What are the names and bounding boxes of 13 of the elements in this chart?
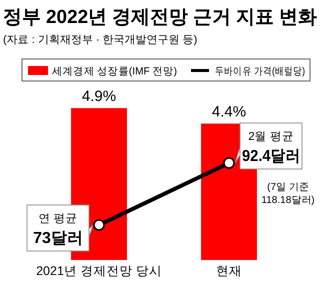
legend-label: 두바이유 가격(배럴당) [215, 66, 321, 78]
x-tick-label: 2021년 경제전망 당시 [36, 264, 162, 278]
data-label: 92.4달러 [242, 148, 306, 165]
data-label: 4.9% [82, 88, 116, 106]
chart-title: 정부 2022년 경제전망 근거 지표 변화 [3, 7, 319, 28]
annotation: 연 평균 [38, 213, 78, 225]
chart-subtitle: (자료 : 기획재정부 · 한국개발연구원 등) [3, 34, 198, 46]
annotation: 2월 평균 [248, 131, 294, 143]
data-label: 4.4% [212, 104, 246, 121]
annotation: (7일 기준 118.18달러) [261, 182, 315, 206]
legend-label: 세계경제 성장률(IMF 전망) [52, 66, 182, 78]
x-tick-label: 현재 [216, 264, 242, 278]
data-label: 73달러 [33, 230, 83, 247]
